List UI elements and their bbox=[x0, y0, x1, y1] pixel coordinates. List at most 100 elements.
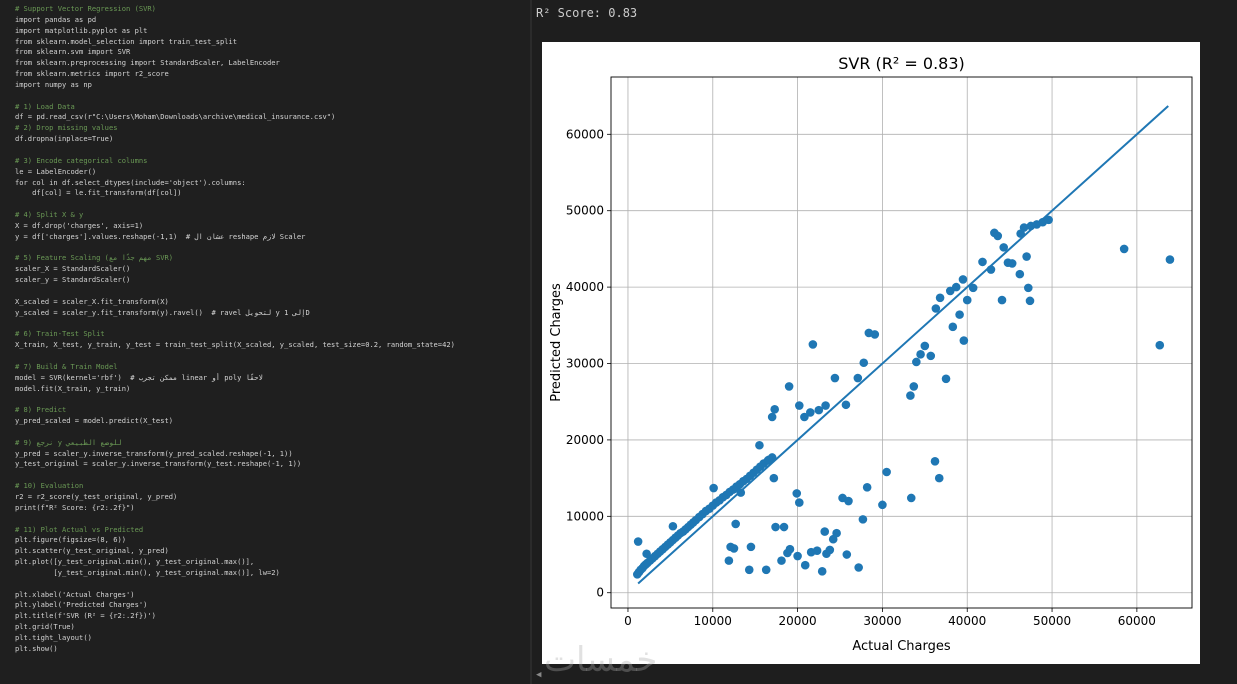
x-tick-label: 40000 bbox=[948, 614, 986, 628]
data-point bbox=[1019, 223, 1029, 232]
x-tick-label: 50000 bbox=[1033, 614, 1071, 628]
data-point bbox=[817, 567, 827, 576]
code-line: # 6) Train-Test Split bbox=[15, 329, 105, 339]
watermark-logo: خمسات bbox=[544, 640, 658, 680]
data-point bbox=[920, 341, 930, 351]
y-tick-label: 40000 bbox=[566, 280, 604, 294]
data-point bbox=[779, 522, 789, 532]
pane-divider[interactable] bbox=[530, 0, 532, 684]
code-line: # 2) Drop missing values bbox=[15, 123, 118, 133]
data-point bbox=[906, 391, 915, 400]
data-point bbox=[930, 457, 940, 466]
y-axis-label: Predicted Charges bbox=[549, 283, 564, 402]
data-point bbox=[926, 351, 936, 361]
code-line: plt.figure(figsize=(8, 6)) bbox=[15, 535, 127, 545]
code-line bbox=[15, 351, 455, 362]
data-point bbox=[746, 542, 756, 552]
data-point bbox=[999, 243, 1009, 252]
code-line: # 9) نرجع y للوضع الطبيعي bbox=[15, 437, 122, 447]
y-tick-label: 10000 bbox=[566, 509, 604, 523]
code-line: plt.ylabel('Predicted Charges') bbox=[15, 600, 148, 610]
data-point bbox=[793, 551, 802, 561]
data-point bbox=[1044, 215, 1053, 225]
data-point bbox=[1024, 283, 1033, 293]
code-line bbox=[15, 243, 455, 254]
scroll-left-icon[interactable]: ◀ bbox=[536, 670, 542, 680]
data-point bbox=[709, 483, 718, 493]
reference-line bbox=[637, 105, 1169, 585]
data-point bbox=[1025, 296, 1035, 306]
code-line: le = LabelEncoder() bbox=[15, 166, 97, 176]
code-line: import matplotlib.pyplot as plt bbox=[15, 25, 148, 35]
data-point bbox=[959, 336, 969, 345]
data-point bbox=[769, 473, 779, 483]
code-line: [y_test_original.min(), y_test_original.… bbox=[15, 567, 280, 577]
code-line: # 11) Plot Actual vs Predicted bbox=[15, 524, 144, 534]
data-point bbox=[993, 231, 1003, 241]
code-line bbox=[15, 514, 455, 525]
data-point bbox=[808, 340, 818, 349]
data-point bbox=[633, 537, 643, 546]
data-point bbox=[771, 522, 780, 532]
data-point bbox=[1119, 244, 1129, 254]
data-point bbox=[934, 473, 944, 483]
data-point bbox=[729, 544, 739, 553]
data-point bbox=[1022, 252, 1031, 261]
data-point bbox=[870, 330, 880, 339]
code-line: # 7) Build & Train Model bbox=[15, 361, 118, 371]
x-tick-label: 60000 bbox=[1118, 614, 1156, 628]
data-point bbox=[784, 382, 794, 391]
data-point bbox=[1015, 269, 1025, 279]
code-line: y_test_original = scaler_y.inverse_trans… bbox=[15, 459, 302, 469]
code-line: y_pred = scaler_y.inverse_transform(y_pr… bbox=[15, 448, 293, 458]
data-point bbox=[935, 293, 945, 303]
data-point bbox=[978, 257, 987, 267]
code-line bbox=[15, 318, 455, 329]
data-point bbox=[948, 322, 958, 332]
data-point bbox=[1155, 340, 1165, 350]
code-line: from sklearn.preprocessing import Standa… bbox=[15, 58, 280, 68]
y-tick-label: 20000 bbox=[566, 433, 604, 447]
code-line: import pandas as pd bbox=[15, 14, 97, 24]
code-editor[interactable]: # Support Vector Regression (SVR) import … bbox=[0, 0, 530, 684]
code-line: X_train, X_test, y_train, y_test = train… bbox=[15, 340, 455, 350]
code-line bbox=[15, 286, 455, 297]
code-line bbox=[15, 579, 455, 590]
code-line: # 4) Split X & y bbox=[15, 210, 84, 220]
code-line: plt.plot([y_test_original.min(), y_test_… bbox=[15, 557, 255, 567]
code-line: plt.title(f'SVR (R² = {r2:.2f})') bbox=[15, 611, 156, 621]
code-line: df = pd.read_csv(r"C:\Users\Moham\Downlo… bbox=[15, 112, 336, 122]
code-line: plt.scatter(y_test_original, y_pred) bbox=[15, 546, 169, 556]
data-point bbox=[878, 500, 887, 510]
x-tick-label: 30000 bbox=[863, 614, 901, 628]
data-point bbox=[951, 282, 961, 292]
code-line: # 8) Predict bbox=[15, 405, 67, 415]
x-axis-label: Actual Charges bbox=[852, 639, 951, 654]
code-content[interactable]: # Support Vector Regression (SVR) import … bbox=[15, 4, 455, 655]
code-line: for col in df.select_dtypes(include='obj… bbox=[15, 177, 246, 187]
code-line: import numpy as np bbox=[15, 79, 92, 89]
x-tick-label: 10000 bbox=[694, 614, 732, 628]
data-point bbox=[792, 489, 802, 498]
code-line bbox=[15, 470, 455, 481]
data-point bbox=[642, 549, 651, 559]
data-point bbox=[854, 563, 863, 572]
output-pane: R² Score: 0.83 0 10000 20000 30000 40000 5000… bbox=[532, 0, 1237, 684]
code-line: plt.grid(True) bbox=[15, 622, 75, 632]
code-line: r2 = r2_score(y_test_original, y_pred) bbox=[15, 491, 178, 501]
data-point bbox=[770, 405, 779, 414]
x-tick-label: 20000 bbox=[779, 614, 817, 628]
data-point bbox=[800, 560, 810, 570]
data-point bbox=[800, 412, 809, 422]
data-point bbox=[968, 283, 978, 293]
code-line: scaler_y = StandardScaler() bbox=[15, 275, 131, 285]
data-point bbox=[731, 519, 740, 529]
data-point bbox=[668, 521, 678, 531]
code-line: # 10) Evaluation bbox=[15, 481, 84, 491]
data-point bbox=[916, 350, 925, 359]
data-point bbox=[830, 373, 840, 383]
data-point bbox=[882, 467, 891, 477]
code-line: y = df['charges'].values.reshape(-1,1) #… bbox=[15, 231, 306, 241]
data-point bbox=[841, 400, 851, 410]
y-tick-label: 30000 bbox=[566, 357, 604, 371]
